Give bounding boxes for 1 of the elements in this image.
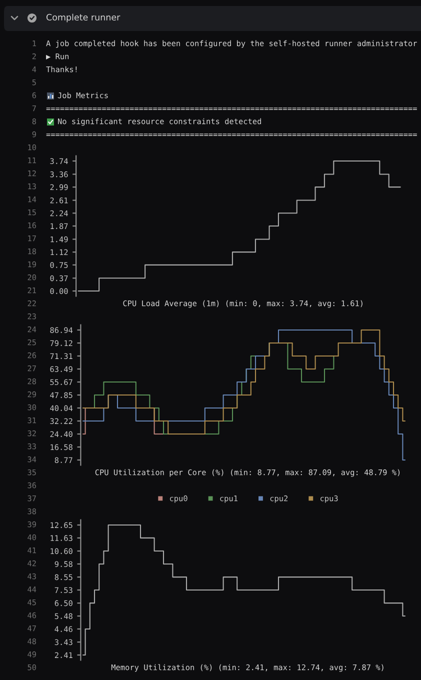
chart-title: Complete runner <box>46 14 120 22</box>
